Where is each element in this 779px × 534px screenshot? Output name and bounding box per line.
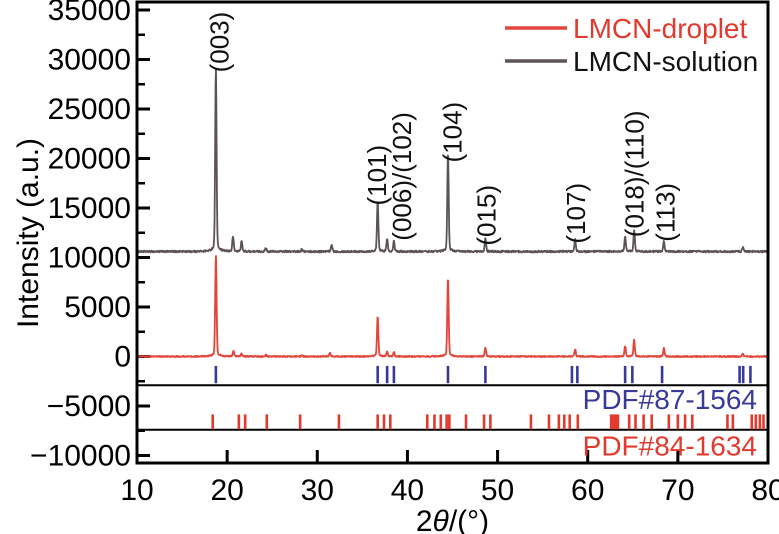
peak-label: (003): [205, 12, 235, 73]
x-tick-label: 60: [571, 474, 604, 507]
reference-label-pdf-87-1564: PDF#87-1564: [583, 384, 757, 415]
plot-frame: [135, 0, 770, 465]
x-tick-label: 50: [481, 474, 514, 507]
peak-label: (006)/(102): [387, 112, 417, 241]
y-tick-label: −5000: [47, 390, 131, 423]
series-lmcn-droplet-curve: [136, 255, 769, 358]
x-tick-label: 30: [301, 474, 334, 507]
reference-pattern-pdf-84-1634: PDF#84-1634: [211, 414, 765, 461]
y-tick-label: 15000: [48, 192, 131, 225]
y-tick-label: 30000: [48, 44, 131, 77]
peak-label: (104): [438, 102, 468, 163]
y-tick-label: −10000: [30, 440, 131, 473]
reference-label-pdf-84-1634: PDF#84-1634: [583, 430, 757, 461]
peak-label: (101): [362, 145, 392, 206]
reference-pattern-pdf-87-1564: PDF#87-1564: [214, 365, 757, 415]
x-axis-title: 2θ/(°): [416, 505, 489, 534]
y-tick-label: 5000: [64, 291, 131, 324]
x-tick-label: 70: [661, 474, 694, 507]
y-tick-label: 0: [114, 341, 131, 374]
peak-label: (015): [471, 185, 501, 246]
axes: −10000 −5000 0 5000 10000 15000 20000 25000 3000…: [30, 0, 779, 507]
peak-label: (113): [651, 183, 681, 242]
peak-label: (018)/(110): [620, 111, 650, 238]
x-tick-label: 40: [391, 474, 424, 507]
y-tick-label: 25000: [48, 93, 131, 126]
x-tick-label: 20: [210, 474, 243, 507]
y-tick-label: 35000: [48, 0, 131, 27]
y-tick-label: 10000: [48, 242, 131, 275]
series-lmcn-solution-curve: [136, 68, 769, 254]
x-tick-label: 10: [120, 474, 153, 507]
y-axis-title: Intensity (a.u.): [12, 138, 45, 328]
legend-label-lmcn-solution: LMCN-solution: [573, 46, 758, 77]
peak-label: (107): [561, 183, 591, 244]
y-tick-label: 20000: [48, 143, 131, 176]
legend-label-lmcn-droplet: LMCN-droplet: [573, 13, 747, 44]
x-tick-label: 80: [751, 474, 779, 507]
